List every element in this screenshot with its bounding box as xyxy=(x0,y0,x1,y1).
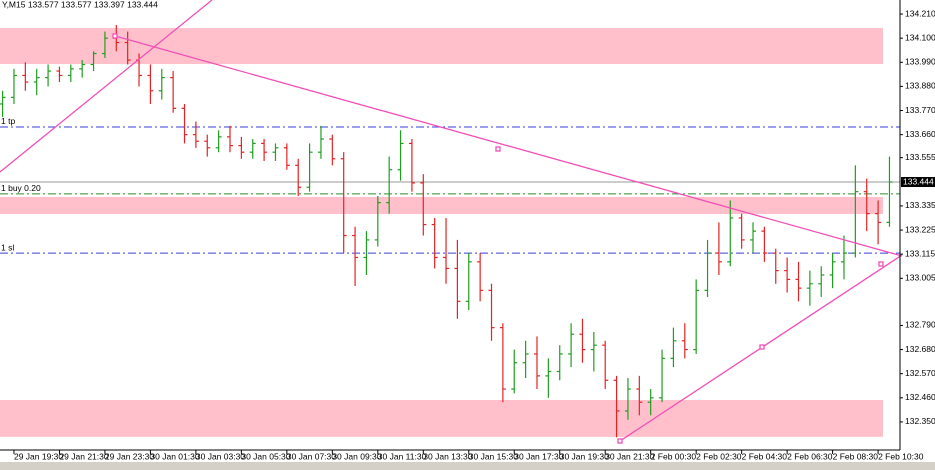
chart-title: Y,M15 133.577 133.577 133.397 133.444 xyxy=(2,0,158,9)
current-price-label: 133.444 xyxy=(903,176,934,186)
trendlines xyxy=(0,0,903,444)
axes: 134.210 134.100 133.990 133.880 133.770 133.6… xyxy=(13,8,935,461)
zone xyxy=(0,28,883,65)
level-label: 1 sl xyxy=(1,242,14,252)
x-tick-label: 30 Jan 01:30 xyxy=(150,451,199,461)
handle xyxy=(759,344,765,350)
trendline xyxy=(0,0,213,173)
x-tick-label: 30 Jan 13:30 xyxy=(423,451,472,461)
x-tick-label: 30 Jan 03:30 xyxy=(196,451,245,461)
x-tick-label: 29 Jan 21:30 xyxy=(59,451,108,461)
x-tick-label: 2 Feb 00:30 xyxy=(651,451,697,461)
x-tick-label: 29 Jan 19:30 xyxy=(14,451,63,461)
levels: 1 tp 1 buy 0.20 1 sl xyxy=(0,116,900,254)
level-label: 1 buy 0.20 xyxy=(1,183,41,193)
handle xyxy=(878,261,884,267)
y-tick-label: 133.770 xyxy=(905,105,935,115)
current-price-box xyxy=(901,177,935,188)
x-tick-label: 2 Feb 10:30 xyxy=(878,451,924,461)
zone xyxy=(0,196,883,215)
x-tick-label: 30 Jan 15:30 xyxy=(469,451,518,461)
handle xyxy=(495,146,501,152)
y-tick-label: 134.210 xyxy=(905,8,935,18)
x-tick-label: 30 Jan 19:30 xyxy=(560,451,609,461)
y-tick-label: 133.005 xyxy=(905,273,935,283)
x-tick-label: 30 Jan 07:30 xyxy=(287,451,336,461)
y-tick-label: 133.660 xyxy=(905,129,935,139)
y-tick-label: 133.115 xyxy=(905,248,935,258)
handle xyxy=(617,438,623,444)
trendline xyxy=(114,35,903,257)
x-tick-label: 2 Feb 08:30 xyxy=(833,451,879,461)
zones xyxy=(0,28,883,437)
x-tick-label: 30 Jan 05:30 xyxy=(241,451,290,461)
y-tick-label: 132.790 xyxy=(905,320,935,330)
level-label: 1 tp xyxy=(1,116,15,126)
y-tick-label: 134.100 xyxy=(905,32,935,42)
x-tick-label: 2 Feb 02:30 xyxy=(696,451,742,461)
y-tick-label: 133.225 xyxy=(905,224,935,234)
x-tick-label: 2 Feb 06:30 xyxy=(787,451,833,461)
x-tick-label: 2 Feb 04:30 xyxy=(742,451,788,461)
y-tick-label: 132.680 xyxy=(905,344,935,354)
x-tick-label: 30 Jan 09:30 xyxy=(332,451,381,461)
y-tick-label: 133.555 xyxy=(905,152,935,162)
x-tick-label: 30 Jan 11:30 xyxy=(378,451,427,461)
x-tick-label: 30 Jan 17:30 xyxy=(514,451,563,461)
zone xyxy=(0,400,883,437)
y-tick-label: 132.350 xyxy=(905,416,935,426)
x-tick-label: 29 Jan 23:30 xyxy=(105,451,154,461)
x-tick-label: 30 Jan 21:30 xyxy=(605,451,654,461)
tab-bar xyxy=(0,462,935,470)
y-tick-label: 133.335 xyxy=(905,200,935,210)
y-tick-label: 133.880 xyxy=(905,81,935,91)
bars xyxy=(0,25,893,438)
y-tick-label: 132.570 xyxy=(905,368,935,378)
handle xyxy=(112,33,118,39)
y-tick-label: 133.990 xyxy=(905,57,935,67)
y-tick-label: 132.460 xyxy=(905,392,935,402)
